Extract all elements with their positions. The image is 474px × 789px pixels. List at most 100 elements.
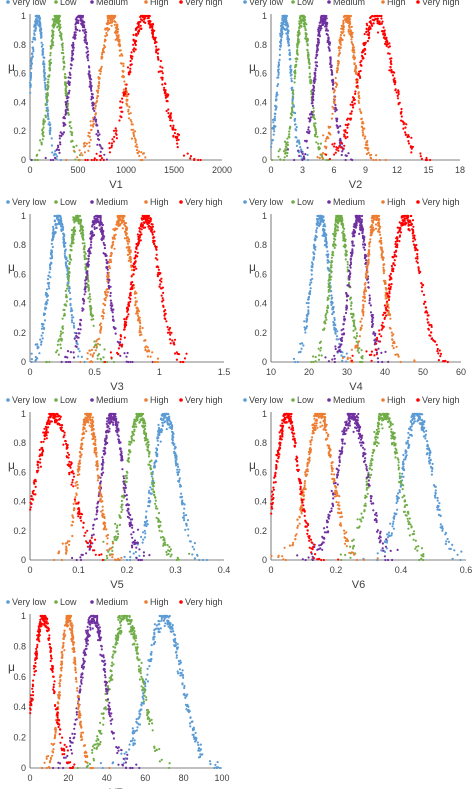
- series-low: [45, 214, 115, 364]
- data-point-low: [293, 81, 296, 84]
- data-point-high: [348, 25, 351, 28]
- data-point-medium: [326, 29, 329, 32]
- data-point-medium: [57, 146, 60, 149]
- data-point-low: [334, 244, 337, 247]
- y-tick-label: 0: [262, 155, 267, 165]
- data-point-very_high: [151, 31, 154, 35]
- data-point-medium: [306, 146, 309, 149]
- data-point-very_high: [339, 146, 342, 149]
- data-point-very_low: [318, 224, 321, 228]
- data-point-medium: [94, 219, 97, 222]
- data-point-high: [349, 32, 352, 35]
- data-point-very_low: [275, 98, 278, 101]
- data-point-low: [326, 309, 329, 312]
- data-point-low: [270, 158, 274, 162]
- data-point-low: [354, 337, 357, 340]
- data-point-low: [316, 135, 319, 138]
- data-point-low: [328, 273, 331, 276]
- data-point-very_high: [161, 297, 164, 300]
- data-point-very_high: [151, 28, 154, 31]
- data-point-high: [106, 27, 109, 30]
- data-point-very_high: [162, 299, 165, 302]
- data-point-high: [343, 18, 346, 21]
- data-point-very_low: [45, 300, 48, 303]
- data-point-high: [90, 128, 93, 131]
- data-point-medium: [112, 326, 115, 329]
- data-point-very_low: [38, 22, 41, 25]
- data-point-very_low: [51, 151, 54, 154]
- data-point-high: [86, 357, 89, 360]
- data-point-medium: [68, 71, 71, 74]
- data-point-very_high: [151, 223, 154, 226]
- data-point-low: [325, 312, 328, 315]
- data-point-high: [371, 220, 374, 223]
- data-point-low: [68, 255, 71, 259]
- data-point-high: [335, 85, 338, 88]
- data-point-very_high: [169, 113, 172, 116]
- data-point-low: [51, 38, 54, 42]
- data-point-medium: [98, 133, 101, 136]
- data-point-very_high: [353, 102, 356, 105]
- data-point-very_high: [166, 325, 169, 329]
- data-point-high: [352, 51, 355, 54]
- data-point-very_high: [141, 19, 144, 22]
- data-point-medium: [101, 234, 105, 237]
- data-point-medium: [314, 67, 317, 70]
- data-point-medium: [89, 252, 92, 255]
- data-point-medium: [308, 120, 311, 123]
- data-point-very_high: [175, 351, 178, 354]
- data-point-low: [65, 82, 68, 85]
- data-point-very_low: [66, 282, 69, 285]
- data-point-very_high: [343, 144, 346, 147]
- data-point-very_high: [354, 92, 357, 95]
- data-point-high: [92, 116, 95, 119]
- data-point-high: [138, 319, 141, 322]
- data-point-low: [307, 55, 310, 58]
- data-point-low: [333, 228, 337, 231]
- data-point-very_high: [357, 72, 360, 76]
- data-point-high: [149, 355, 152, 358]
- data-point-medium: [314, 74, 317, 77]
- data-point-low: [341, 223, 344, 226]
- data-point-very_high: [400, 107, 403, 111]
- data-point-high: [113, 20, 116, 23]
- data-point-high: [349, 22, 352, 25]
- data-point-very_low: [310, 281, 313, 284]
- data-point-high: [101, 49, 105, 52]
- data-point-very_low: [73, 326, 76, 329]
- data-point-high: [349, 30, 352, 33]
- data-point-medium: [77, 19, 80, 22]
- data-point-high: [363, 137, 366, 140]
- data-point-very_high: [160, 277, 163, 280]
- data-point-very_low: [54, 232, 57, 235]
- data-point-low: [353, 323, 356, 326]
- data-point-low: [102, 356, 105, 359]
- data-point-very_low: [333, 318, 336, 321]
- data-point-low: [284, 151, 287, 154]
- data-point-high: [375, 214, 378, 218]
- data-point-very_high: [387, 52, 390, 55]
- data-point-high: [121, 54, 124, 57]
- data-point-very_high: [389, 65, 392, 69]
- data-point-very_high: [160, 70, 163, 73]
- data-point-medium: [351, 242, 354, 245]
- data-point-very_high: [155, 45, 158, 48]
- data-point-medium: [307, 117, 310, 120]
- data-point-medium: [317, 28, 320, 31]
- data-point-high: [391, 344, 394, 347]
- data-point-very_low: [50, 249, 53, 252]
- data-point-very_low: [323, 244, 326, 247]
- data-point-high: [341, 356, 345, 359]
- data-point-high: [94, 349, 97, 352]
- data-point-low: [317, 142, 320, 145]
- data-point-medium: [67, 92, 70, 95]
- data-point-very_high: [120, 344, 123, 347]
- data-point-low: [60, 32, 63, 35]
- data-point-low: [312, 355, 315, 358]
- data-point-very_high: [336, 147, 340, 150]
- data-point-high: [145, 345, 148, 348]
- data-point-low: [283, 156, 286, 159]
- data-point-very_high: [425, 156, 428, 160]
- y-tick-label: 0.6: [254, 69, 267, 79]
- data-point-very_low: [280, 30, 283, 33]
